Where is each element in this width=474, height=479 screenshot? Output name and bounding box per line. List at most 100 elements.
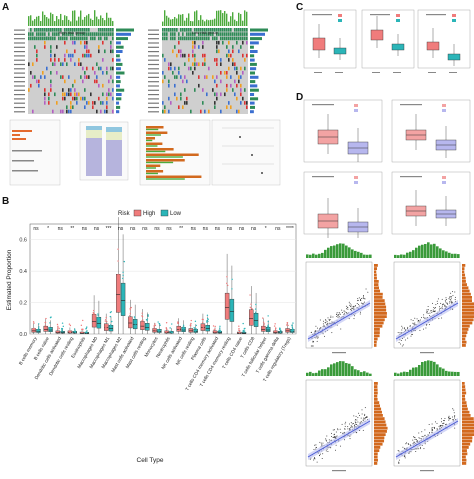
mutation-cell: [244, 58, 246, 62]
sample-mutation-bar: [30, 15, 32, 26]
data-point: [154, 329, 157, 331]
scatter-point: [328, 318, 330, 320]
mutation-cell: [56, 101, 58, 105]
mutation-cell: [112, 49, 114, 54]
mutation-cell: [214, 36, 216, 41]
mutation-cell: [108, 79, 110, 84]
sample-mutation-bar: [70, 21, 72, 26]
marginal-bar-top: [339, 243, 342, 258]
data-point: [104, 326, 106, 329]
gene-label-mark: [148, 98, 159, 100]
marginal-bar-top: [448, 252, 451, 258]
mutation-cell: [224, 32, 226, 36]
significance-label: ***: [106, 226, 112, 232]
significance-label: ns: [154, 226, 160, 232]
mutation-cell: [36, 49, 38, 54]
box-high: [140, 309, 145, 334]
sample-mutation-bar: [246, 11, 248, 26]
scatter-point: [410, 451, 412, 453]
marginal-bar-top: [357, 251, 360, 258]
scatter-point: [423, 317, 425, 319]
sample-mutation-bar: [188, 13, 190, 26]
scatter-point: [399, 332, 401, 334]
significance-label: ns: [118, 226, 124, 232]
mutation-cell: [168, 62, 170, 66]
gene-frequency-bar: [116, 54, 120, 58]
mutation-cell: [240, 83, 242, 88]
significance-label: ns: [166, 226, 172, 232]
scatter-point: [333, 435, 335, 437]
data-point: [109, 315, 112, 318]
mutation-cell: [38, 28, 40, 32]
scatter-point: [327, 322, 329, 324]
mutation-cell: [198, 45, 200, 49]
mutation-cell: [202, 28, 204, 32]
data-point: [154, 324, 157, 327]
gene-label-mark: [14, 106, 25, 109]
regression-line: [307, 420, 371, 458]
gene-frequency-bar: [116, 28, 134, 32]
data-point: [141, 320, 143, 322]
scatter-point: [434, 421, 436, 423]
mutation-cell: [76, 96, 78, 101]
mutation-cell: [62, 32, 64, 36]
scatter-point: [454, 415, 456, 417]
data-point: [117, 273, 119, 276]
data-point: [80, 324, 83, 327]
y-tick-label: 0.2: [19, 301, 27, 307]
marginal-bar-right: [374, 385, 378, 388]
mutation-cell: [234, 28, 236, 32]
mutation-cell: [240, 36, 242, 41]
marginal-bar-top: [421, 362, 424, 376]
y-tick-label: 0.6: [19, 238, 27, 244]
mutation-cell: [94, 36, 96, 41]
mutation-cell: [244, 101, 246, 105]
marginal-bar-right: [462, 420, 474, 424]
data-point: [243, 330, 246, 332]
data-point: [254, 314, 257, 317]
mutation-cell: [174, 32, 176, 36]
mutation-cell: [204, 28, 206, 32]
marginal-bar-top: [397, 373, 400, 376]
sample-mutation-bar: [232, 12, 234, 26]
mutation-cell: [36, 32, 38, 36]
marginal-bar-right: [374, 436, 385, 440]
mutation-cell: [60, 109, 62, 114]
scatter-point: [451, 416, 453, 418]
mutation-cell: [80, 28, 82, 32]
scatter-point: [441, 317, 443, 319]
marginal-bar-top: [430, 360, 433, 376]
mutation-cell: [182, 32, 184, 36]
mutation-cell: [60, 28, 62, 32]
scatter-point: [421, 431, 423, 433]
data-point: [45, 317, 47, 320]
mutation-cell: [162, 109, 164, 114]
mutation-cell: [108, 32, 110, 36]
sample-mutation-bar: [74, 10, 76, 26]
data-point: [227, 284, 229, 287]
mutation-cell: [174, 83, 176, 88]
mutation-cell: [246, 28, 248, 32]
mutation-cell: [82, 36, 84, 41]
mutation-cell: [110, 75, 112, 79]
data-point: [38, 326, 40, 328]
mutation-cell: [90, 92, 92, 97]
sample-mutation-bar: [202, 19, 204, 26]
gene-frequency-bar: [116, 93, 122, 96]
data-point: [238, 325, 240, 327]
data-point: [157, 321, 159, 323]
mutation-cell: [188, 53, 190, 58]
mutation-cell: [94, 79, 96, 84]
mutation-cell: [192, 32, 194, 36]
gene-frequency-bar: [116, 41, 121, 45]
scatter-subplot: [393, 360, 474, 472]
marginal-bar-right: [462, 270, 465, 274]
mutation-cell: [36, 79, 38, 84]
marginal-bar-top: [318, 370, 321, 376]
scatter-point: [353, 415, 355, 417]
mutation-cell: [78, 36, 80, 41]
scatter-point: [335, 431, 337, 433]
scatter-point: [428, 324, 430, 326]
data-point: [249, 294, 251, 296]
mutation-cell: [106, 71, 108, 75]
